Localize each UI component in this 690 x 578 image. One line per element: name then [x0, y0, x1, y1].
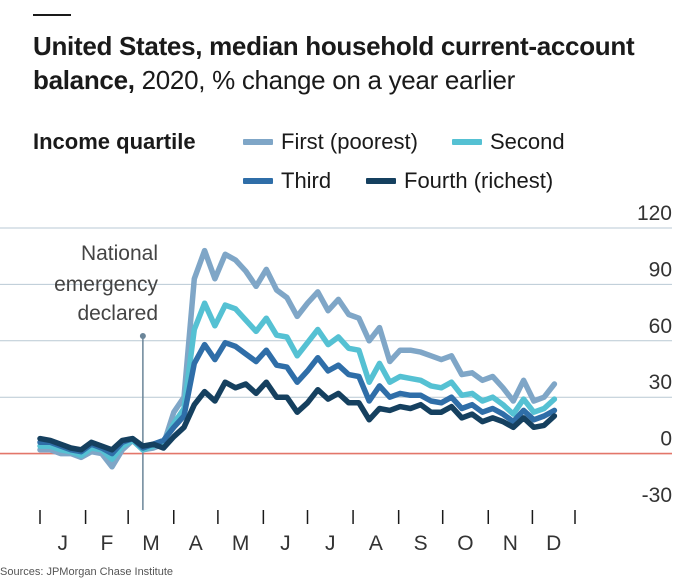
- y-tick-label: 30: [649, 371, 672, 394]
- x-tick-label: M: [142, 532, 160, 555]
- legend-item-fourth: Fourth (richest): [366, 168, 553, 194]
- legend-swatch-second: [452, 139, 482, 145]
- x-tick-label: N: [503, 532, 518, 555]
- y-axis: -30 0 30 60 90 120: [637, 202, 672, 507]
- annotation-line-3: declared: [77, 302, 158, 325]
- x-tick-label: J: [280, 532, 291, 555]
- series-line-second: [37, 300, 558, 462]
- legend-label-fourth: Fourth (richest): [404, 168, 554, 193]
- legend-label-second: Second: [490, 129, 565, 154]
- x-tick-label: F: [100, 532, 113, 555]
- x-tick-label: S: [414, 532, 428, 555]
- legend-label-first: First (poorest): [281, 129, 418, 154]
- title-line-2: balance, 2020, % change on a year earlie…: [33, 64, 634, 98]
- y-tick-label: 120: [637, 202, 672, 225]
- annotation-line-2: emergency: [54, 273, 158, 296]
- x-tick-label: M: [232, 532, 250, 555]
- title-line-1: United States, median household current-…: [33, 31, 635, 61]
- series-lines: [37, 247, 558, 470]
- event-marker-dot: [139, 333, 146, 339]
- y-tick-label: 90: [649, 258, 672, 281]
- x-tick-label: A: [189, 532, 203, 555]
- y-tick-label: -30: [642, 484, 672, 507]
- chart-title: United States, median household current-…: [33, 30, 635, 98]
- legend-item-third: Third: [243, 168, 331, 194]
- title-line-2-bold: balance,: [33, 64, 135, 95]
- series-line-fourth: [37, 379, 558, 453]
- y-tick-label: 0: [660, 428, 672, 451]
- legend-title: Income quartile: [33, 129, 196, 154]
- x-tick-label: D: [546, 532, 561, 555]
- legend-swatch-first: [243, 139, 273, 145]
- x-tick-label: J: [58, 532, 69, 555]
- x-tick-label: O: [457, 532, 473, 555]
- legend-label-third: Third: [281, 168, 332, 193]
- header-rule: [33, 14, 71, 16]
- legend-swatch-third: [243, 178, 273, 184]
- x-tick-label: A: [369, 532, 383, 555]
- annotation-line-1: National: [81, 242, 158, 265]
- y-tick-label: 60: [649, 315, 672, 338]
- legend-item-first: First (poorest): [243, 129, 418, 155]
- legend-swatch-fourth: [366, 178, 396, 184]
- legend-item-second: Second: [452, 129, 565, 155]
- event-marker: National emergency declared: [54, 242, 158, 510]
- x-tick-label: J: [325, 532, 336, 555]
- source-note: Sources: JPMorgan Chase Institute: [0, 566, 174, 578]
- chart-subtitle: 2020, % change on a year earlier: [141, 64, 516, 95]
